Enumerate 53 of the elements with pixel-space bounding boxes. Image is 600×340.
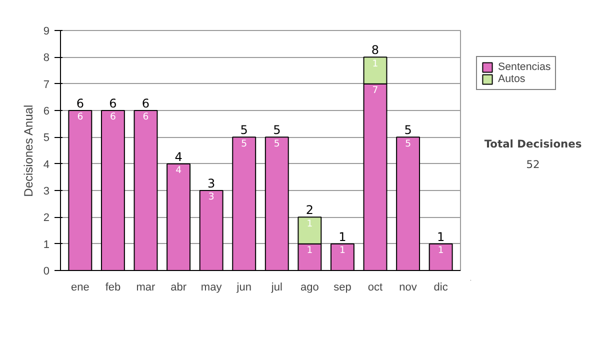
total-label: 8	[371, 43, 380, 58]
data-label: 6	[77, 112, 84, 123]
x-tick-label: jun	[236, 282, 252, 294]
y-tick-label: 4	[43, 158, 50, 171]
total-label: 6	[76, 96, 84, 110]
x-tick-label: ene	[70, 282, 90, 294]
y-tick-label: 7	[43, 78, 50, 91]
x-tick-label: dic	[434, 282, 448, 294]
y-tick-label: 8	[43, 52, 50, 64]
x-tick-label: nov	[399, 282, 418, 294]
total-label: 5	[404, 123, 412, 138]
y-tick-label: 6	[43, 106, 50, 118]
x-tick-label: abr	[170, 282, 187, 294]
total-label: 6	[142, 96, 150, 110]
data-label: 6	[110, 112, 116, 123]
total-label: 3	[208, 176, 216, 190]
total-label: 5	[240, 123, 248, 138]
data-label: 1	[438, 244, 444, 256]
y-tick-label: 9	[43, 26, 50, 38]
legend-label: Autos	[498, 73, 526, 85]
data-label: 3	[208, 192, 214, 203]
y-tick-label: 2	[43, 212, 50, 224]
total-label: 5	[273, 123, 281, 138]
data-label: 1	[340, 244, 346, 256]
x-tick-label: feb	[105, 282, 121, 294]
x-tick-label: oct	[368, 282, 383, 294]
y-axis-title: Decisiones Anual	[21, 104, 36, 197]
data-label: 5	[241, 138, 248, 150]
data-label: 5	[405, 138, 412, 150]
data-label: 4	[176, 164, 182, 176]
legend-label: Sentencias	[498, 61, 551, 73]
data-label: 1	[372, 58, 378, 70]
total-label: 1	[338, 230, 346, 244]
x-tick-label: jul	[270, 282, 282, 294]
data-label: 6	[142, 112, 149, 123]
total-label: 4	[174, 150, 182, 164]
y-tick-label: 0	[43, 266, 50, 278]
x-tick-label: ago	[300, 282, 319, 294]
text: 52	[526, 158, 540, 171]
data-label: 1	[306, 218, 313, 230]
x-tick-label: may	[200, 282, 222, 294]
data-label: 7	[372, 84, 378, 96]
total-label: 6	[109, 96, 117, 110]
data-label: 5	[274, 138, 280, 150]
y-tick-label: 3	[43, 186, 50, 198]
text: Total Decisiones	[484, 138, 582, 150]
total-label: 1	[437, 230, 445, 244]
data-label: 1	[306, 244, 313, 256]
y-tick-label: 5	[43, 132, 50, 144]
y-tick-label: 1	[43, 238, 50, 251]
total-label: 2	[306, 203, 314, 218]
x-tick-label: mar	[136, 282, 156, 294]
x-tick-label: sep	[334, 282, 352, 294]
